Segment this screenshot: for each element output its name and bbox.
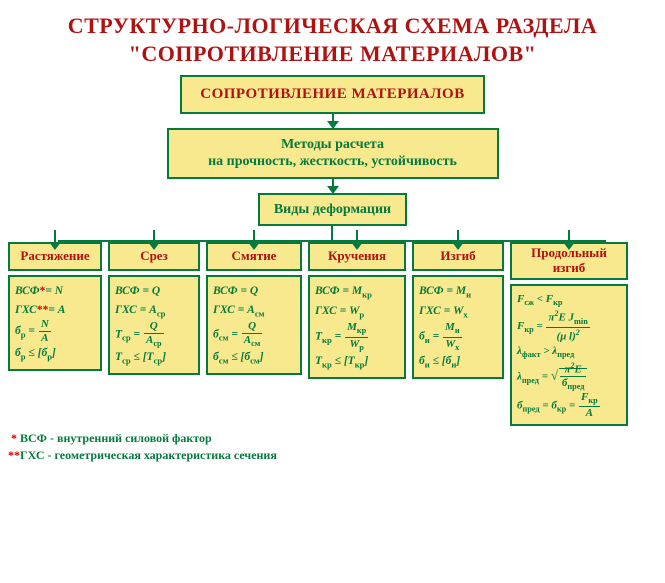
footnotes: * ВСФ - внутренний силовой фактор **ГХС … (8, 430, 657, 462)
col-head: Продольный изгиб (510, 242, 628, 280)
level2-line1: Методы расчета (183, 136, 483, 154)
connector (332, 114, 334, 128)
flow-stack: СОПРОТИВЛЕНИЕ МАТЕРИАЛОВ Методы расчета … (8, 75, 657, 226)
col-head: Срез (108, 242, 200, 271)
level3-box: Виды деформации (258, 193, 407, 227)
col-body: ВСФ = Q ГХС = Aср Тср = QAср Тср ≤ [Тср] (108, 275, 200, 375)
col-head: Изгиб (412, 242, 504, 271)
col-crush: Смятие ВСФ = Q ГХС = Aсм бсм = QAсм бсм … (206, 242, 302, 426)
connector (332, 179, 334, 193)
col-tension: Растяжение ВСФ*= N ГХС**= A бр = NA бр ≤… (8, 242, 102, 426)
col-head: Кручения (308, 242, 406, 271)
footnote-1: * ВСФ - внутренний силовой фактор (8, 430, 657, 446)
col-bending: Изгиб ВСФ = Mи ГХС = Wх би = MиWх би ≤ [… (412, 242, 504, 426)
col-body: ВСФ = Q ГХС = Aсм бсм = QAсм бсм ≤ [бсм] (206, 275, 302, 375)
col-torsion: Кручения ВСФ = Mкр ГХС = Wр Ткр = MкрWр … (308, 242, 406, 426)
footnote-2: **ГХС - геометрическая характеристика се… (8, 447, 657, 463)
main-title: СТРУКТУРНО-ЛОГИЧЕСКАЯ СХЕМА РАЗДЕЛА "СОП… (8, 12, 657, 67)
columns-row: Растяжение ВСФ*= N ГХС**= A бр = NA бр ≤… (8, 242, 657, 426)
col-head: Растяжение (8, 242, 102, 271)
col-shear: Срез ВСФ = Q ГХС = Aср Тср = QAср Тср ≤ … (108, 242, 200, 426)
col-head: Смятие (206, 242, 302, 271)
col-body: Fсж < Fкр Fкр = π2E Jmin(μ l)2 λфакт > λ… (510, 284, 628, 426)
level2-line2: на прочность, жесткость, устойчивость (183, 153, 483, 171)
col-body: ВСФ = Mи ГХС = Wх би = MиWх би ≤ [би] (412, 275, 504, 379)
level2-box: Методы расчета на прочность, жесткость, … (167, 128, 499, 179)
col-body: ВСФ*= N ГХС**= A бр = NA бр ≤ [бр] (8, 275, 102, 371)
col-buckling: Продольный изгиб Fсж < Fкр Fкр = π2E Jmi… (510, 242, 628, 426)
root-box: СОПРОТИВЛЕНИЕ МАТЕРИАЛОВ (180, 75, 484, 114)
col-body: ВСФ = Mкр ГХС = Wр Ткр = MкрWр Ткр ≤ [Тк… (308, 275, 406, 379)
